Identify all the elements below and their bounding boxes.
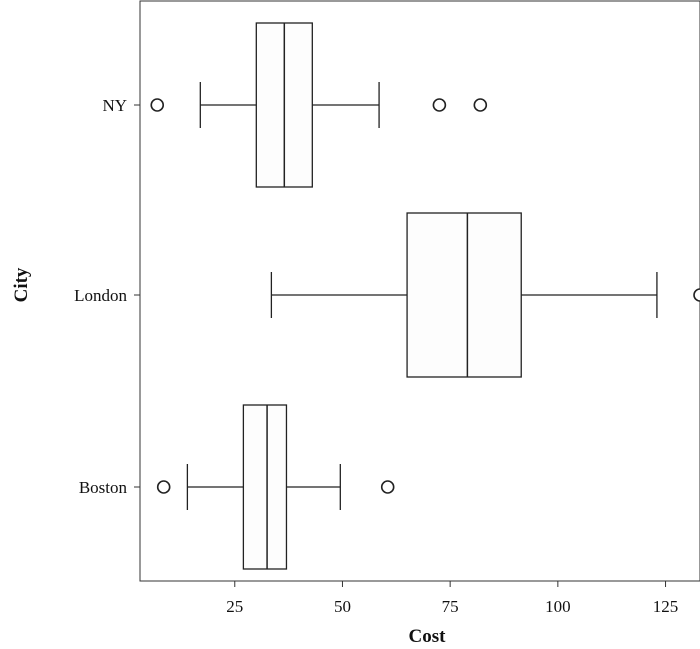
- outlier-london-0: [693, 288, 700, 302]
- box-group-london: [270, 212, 700, 378]
- x-tick-label-125: 125: [653, 597, 679, 616]
- y-tick-label-ny: NY: [102, 96, 127, 115]
- box-london: [406, 212, 522, 378]
- outlier-boston-1: [380, 480, 395, 494]
- x-tick-label-25: 25: [226, 597, 243, 616]
- x-axis-title: Cost: [409, 626, 447, 647]
- outlier-boston-0: [156, 480, 171, 494]
- box-group-ny: [150, 22, 488, 188]
- x-tick-label-100: 100: [545, 597, 571, 616]
- plot-frame: [139, 0, 700, 582]
- chart-marks: [150, 22, 700, 570]
- outlier-ny-1: [432, 98, 447, 112]
- y-tick-label-boston: Boston: [79, 478, 128, 497]
- outlier-ny-2: [473, 98, 488, 112]
- x-axis: 25 50 75 100 125: [226, 581, 678, 616]
- x-tick-label-75: 75: [442, 597, 459, 616]
- x-tick-label-50: 50: [334, 597, 351, 616]
- y-axis-title: City: [11, 267, 32, 302]
- box-boston: [242, 404, 288, 570]
- box-group-boston: [156, 404, 395, 570]
- outlier-ny-0: [150, 98, 165, 112]
- y-axis: NY London Boston: [74, 96, 140, 497]
- y-tick-label-london: London: [74, 286, 127, 305]
